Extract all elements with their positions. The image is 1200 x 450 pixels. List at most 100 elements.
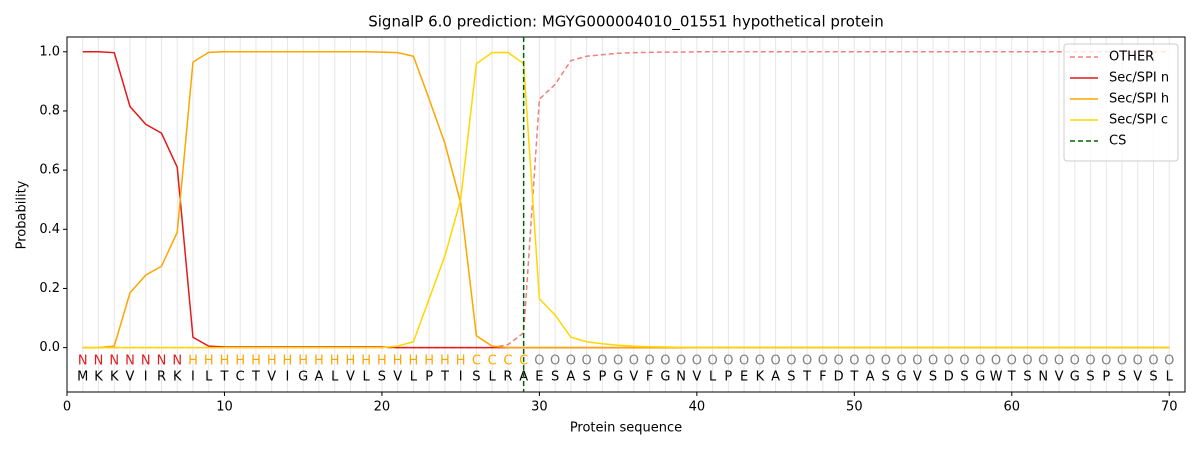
- residue-label: E: [740, 370, 748, 385]
- residue-label: L: [363, 370, 371, 385]
- region-label: O: [770, 353, 780, 368]
- x-tick-label: 50: [846, 400, 863, 415]
- residue-label: T: [440, 370, 449, 385]
- region-label: O: [566, 353, 576, 368]
- region-label: O: [582, 353, 592, 368]
- series-line: [82, 51, 1170, 349]
- y-tick-label: 0.8: [39, 103, 60, 118]
- residue-label: A: [771, 370, 780, 385]
- series-line: [82, 51, 1170, 349]
- residue-label: P: [1102, 370, 1110, 385]
- residue-label: S: [1118, 370, 1126, 385]
- residue-label: D: [834, 370, 844, 385]
- legend-label: Sec/SPI c: [1109, 113, 1168, 128]
- residue-label: I: [459, 370, 463, 385]
- legend-label: CS: [1109, 134, 1126, 149]
- x-tick-label: 60: [1004, 400, 1021, 415]
- residue-label: S: [929, 370, 937, 385]
- region-label: O: [1164, 353, 1174, 368]
- region-label: O: [928, 353, 938, 368]
- region-label: O: [912, 353, 922, 368]
- region-label: O: [1022, 353, 1032, 368]
- region-label: H: [440, 353, 450, 368]
- residue-label: N: [1038, 370, 1048, 385]
- residue-label: P: [724, 370, 732, 385]
- x-tick-label: 70: [1161, 400, 1178, 415]
- region-label: O: [1117, 353, 1127, 368]
- residue-label: K: [173, 370, 182, 385]
- region-label: O: [1038, 353, 1048, 368]
- residue-label: L: [709, 370, 717, 385]
- residue-label: T: [849, 370, 858, 385]
- residue-label: R: [503, 370, 512, 385]
- region-label: H: [283, 353, 293, 368]
- residue-label: V: [913, 370, 922, 385]
- residue-label: G: [298, 370, 308, 385]
- residue-label: G: [613, 370, 623, 385]
- series-line: [82, 51, 1170, 349]
- residue-label: S: [378, 370, 386, 385]
- residue-label: I: [144, 370, 148, 385]
- x-tick-label: 20: [374, 400, 391, 415]
- region-label: O: [1133, 353, 1143, 368]
- y-tick-label: 0.2: [39, 281, 60, 296]
- region-label: O: [1085, 353, 1095, 368]
- chart-title: SignalP 6.0 prediction: MGYG000004010_01…: [368, 13, 884, 32]
- residue-label: M: [77, 370, 88, 385]
- region-label: H: [377, 353, 387, 368]
- region-label: N: [94, 353, 104, 368]
- residue-label: S: [1086, 370, 1094, 385]
- region-label: O: [629, 353, 639, 368]
- residue-label: L: [331, 370, 339, 385]
- region-label: O: [959, 353, 969, 368]
- residue-label: P: [598, 370, 606, 385]
- region-label: O: [645, 353, 655, 368]
- residue-label: V: [692, 370, 701, 385]
- residue-label: L: [489, 370, 497, 385]
- region-label: N: [157, 353, 167, 368]
- residue-label: G: [660, 370, 670, 385]
- residue-label: F: [819, 370, 826, 385]
- residue-label: K: [756, 370, 765, 385]
- axes-frame: [66, 36, 1186, 393]
- residue-label: E: [535, 370, 543, 385]
- region-label: H: [330, 353, 340, 368]
- region-label: H: [267, 353, 277, 368]
- region-label: O: [786, 353, 796, 368]
- region-label: O: [534, 353, 544, 368]
- residue-label: S: [583, 370, 591, 385]
- region-label: N: [109, 353, 119, 368]
- region-label: O: [707, 353, 717, 368]
- residue-label: T: [251, 370, 260, 385]
- x-tick-label: 0: [63, 400, 71, 415]
- residue-label: V: [346, 370, 355, 385]
- region-label: O: [1148, 353, 1158, 368]
- series-line: [82, 51, 1170, 349]
- region-label: O: [613, 353, 623, 368]
- residue-label: L: [1166, 370, 1174, 385]
- y-tick-label: 0.6: [39, 163, 60, 178]
- residue-label: V: [267, 370, 276, 385]
- region-label: H: [314, 353, 324, 368]
- region-label: H: [251, 353, 261, 368]
- region-label: H: [346, 353, 356, 368]
- region-label: H: [235, 353, 245, 368]
- residue-label: K: [94, 370, 103, 385]
- residue-label: L: [205, 370, 213, 385]
- residue-label: P: [425, 370, 433, 385]
- region-label: O: [833, 353, 843, 368]
- region-label: O: [739, 353, 749, 368]
- y-tick-label: 0.4: [39, 222, 60, 237]
- residue-label: I: [191, 370, 195, 385]
- legend-label: Sec/SPI h: [1109, 92, 1169, 107]
- x-tick-label: 30: [531, 400, 548, 415]
- residue-label: S: [882, 370, 890, 385]
- residue-label: T: [802, 370, 811, 385]
- region-label: H: [188, 353, 198, 368]
- residue-label: V: [629, 370, 638, 385]
- region-label: H: [424, 353, 434, 368]
- region-label: O: [597, 353, 607, 368]
- residue-label: F: [646, 370, 653, 385]
- region-label: O: [849, 353, 859, 368]
